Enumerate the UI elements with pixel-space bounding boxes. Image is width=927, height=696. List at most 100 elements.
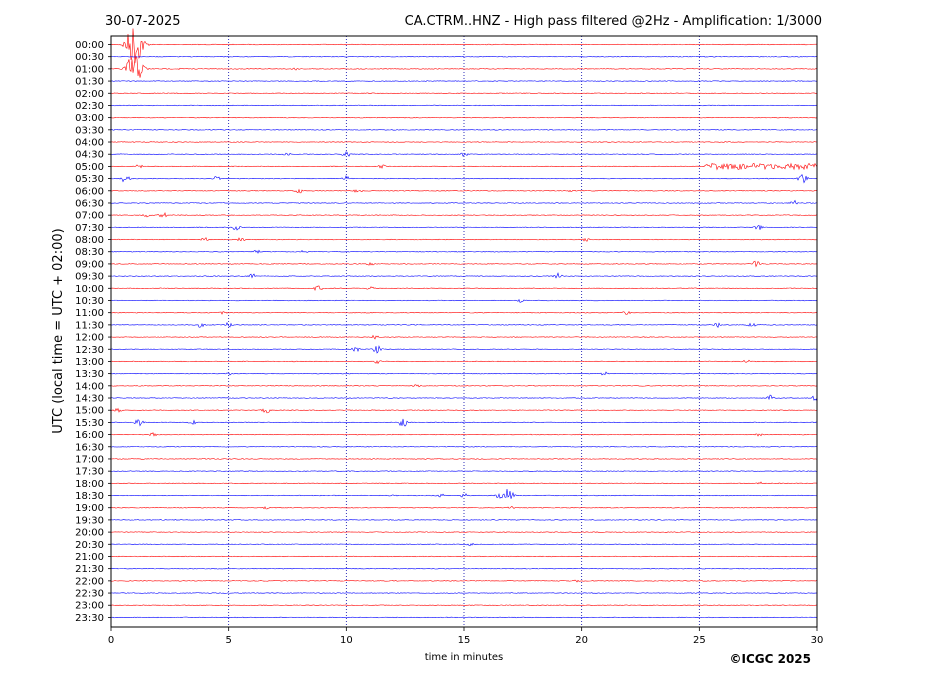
trace-row-1200 bbox=[110, 334, 818, 340]
trace-row-1400 bbox=[110, 384, 818, 388]
row-label: 02:30 bbox=[75, 101, 104, 112]
row-label: 22:30 bbox=[75, 589, 104, 600]
row-label: 17:30 bbox=[75, 467, 104, 478]
trace-row-2300 bbox=[110, 604, 818, 606]
row-label: 13:30 bbox=[75, 369, 104, 380]
row-label: 12:30 bbox=[75, 345, 104, 356]
row-label: 05:00 bbox=[75, 162, 104, 173]
trace-row-1430 bbox=[110, 394, 818, 401]
trace-row-2100 bbox=[110, 555, 818, 558]
plot-background bbox=[111, 36, 817, 627]
x-tick-label: 0 bbox=[108, 635, 114, 646]
trace-row-1230 bbox=[110, 345, 818, 354]
trace-row-1830 bbox=[110, 488, 818, 499]
row-label: 23:00 bbox=[75, 601, 104, 612]
row-label: 20:30 bbox=[75, 540, 104, 551]
row-label: 06:30 bbox=[75, 198, 104, 209]
row-label: 14:00 bbox=[75, 381, 104, 392]
trace-row-0500 bbox=[110, 162, 818, 171]
x-axis-ticks: 0 5 10 15 20 25 30 bbox=[108, 627, 824, 646]
trace-row-0400 bbox=[110, 141, 818, 143]
row-label: 11:00 bbox=[75, 308, 104, 319]
trace-row-0430 bbox=[110, 151, 818, 157]
trace-row-2030 bbox=[110, 542, 818, 547]
row-label: 06:00 bbox=[75, 186, 104, 197]
trace-row-1800 bbox=[110, 481, 818, 485]
trace-row-0600 bbox=[110, 188, 818, 194]
trace-row-1330 bbox=[110, 371, 818, 376]
row-label: 21:30 bbox=[75, 564, 104, 575]
trace-row-2230 bbox=[110, 592, 818, 594]
trace-row-0200 bbox=[110, 92, 818, 94]
row-label: 14:30 bbox=[75, 394, 104, 405]
trace-row-2330 bbox=[110, 616, 818, 619]
row-label: 07:00 bbox=[75, 211, 104, 222]
trace-row-0100 bbox=[110, 56, 818, 78]
row-label: 09:30 bbox=[75, 272, 104, 283]
row-label: 02:00 bbox=[75, 89, 104, 100]
trace-row-1930 bbox=[110, 519, 818, 521]
trace-row-0030 bbox=[110, 55, 818, 58]
row-label: 19:30 bbox=[75, 515, 104, 526]
y-axis-label: UTC (local time = UTC + 02:00) bbox=[51, 228, 66, 433]
trace-row-1000 bbox=[110, 285, 818, 291]
x-tick-label: 5 bbox=[225, 635, 231, 646]
row-label: 03:00 bbox=[75, 113, 104, 124]
x-tick-label: 30 bbox=[811, 635, 824, 646]
trace-row-1630 bbox=[110, 446, 818, 448]
trace-row-2130 bbox=[110, 567, 818, 570]
row-label: 17:00 bbox=[75, 454, 104, 465]
row-label: 15:00 bbox=[75, 406, 104, 417]
trace-row-1030 bbox=[110, 298, 818, 303]
row-label: 04:30 bbox=[75, 150, 104, 161]
row-label: 19:00 bbox=[75, 503, 104, 514]
seismic-traces bbox=[110, 28, 818, 619]
row-label: 22:00 bbox=[75, 576, 104, 587]
row-label: 21:00 bbox=[75, 552, 104, 563]
trace-row-0530 bbox=[110, 174, 818, 184]
row-label: 09:00 bbox=[75, 259, 104, 270]
x-tick-label: 10 bbox=[340, 635, 353, 646]
copyright-text: ©ICGC 2025 bbox=[729, 652, 811, 666]
row-label: 18:30 bbox=[75, 491, 104, 502]
row-label: 13:00 bbox=[75, 357, 104, 368]
trace-row-0930 bbox=[110, 272, 818, 279]
trace-row-1500 bbox=[110, 407, 818, 414]
trace-row-1530 bbox=[110, 418, 818, 427]
trace-row-1730 bbox=[110, 470, 818, 472]
trace-row-1900 bbox=[110, 505, 818, 510]
vertical-grid bbox=[228, 36, 700, 627]
trace-row-0900 bbox=[110, 260, 818, 268]
trace-row-1600 bbox=[110, 432, 818, 437]
row-label: 15:30 bbox=[75, 418, 104, 429]
trace-row-0700 bbox=[110, 212, 818, 218]
row-label: 10:00 bbox=[75, 284, 104, 295]
trace-row-2200 bbox=[110, 579, 818, 583]
row-label: 11:30 bbox=[75, 320, 104, 331]
row-label: 12:00 bbox=[75, 333, 104, 344]
row-label: 16:30 bbox=[75, 442, 104, 453]
x-tick-label: 15 bbox=[458, 635, 471, 646]
row-label: 18:00 bbox=[75, 479, 104, 490]
row-label: 04:00 bbox=[75, 138, 104, 149]
x-tick-label: 25 bbox=[693, 635, 706, 646]
trace-row-0000 bbox=[110, 28, 818, 64]
x-axis-label: time in minutes bbox=[425, 652, 504, 663]
row-label: 03:30 bbox=[75, 125, 104, 136]
row-label: 01:30 bbox=[75, 77, 104, 88]
row-label: 00:00 bbox=[75, 40, 104, 51]
trace-row-0830 bbox=[110, 249, 818, 254]
row-label: 16:00 bbox=[75, 430, 104, 441]
trace-row-0300 bbox=[110, 116, 818, 119]
x-tick-label: 20 bbox=[575, 635, 588, 646]
trace-row-1300 bbox=[110, 359, 818, 365]
trace-row-0330 bbox=[110, 129, 818, 131]
trace-row-0630 bbox=[110, 199, 818, 205]
row-label: 00:30 bbox=[75, 52, 104, 63]
trace-row-1700 bbox=[110, 458, 818, 460]
chart-date: 30-07-2025 bbox=[105, 14, 181, 29]
row-label: 01:00 bbox=[75, 64, 104, 75]
trace-row-0730 bbox=[110, 225, 818, 231]
